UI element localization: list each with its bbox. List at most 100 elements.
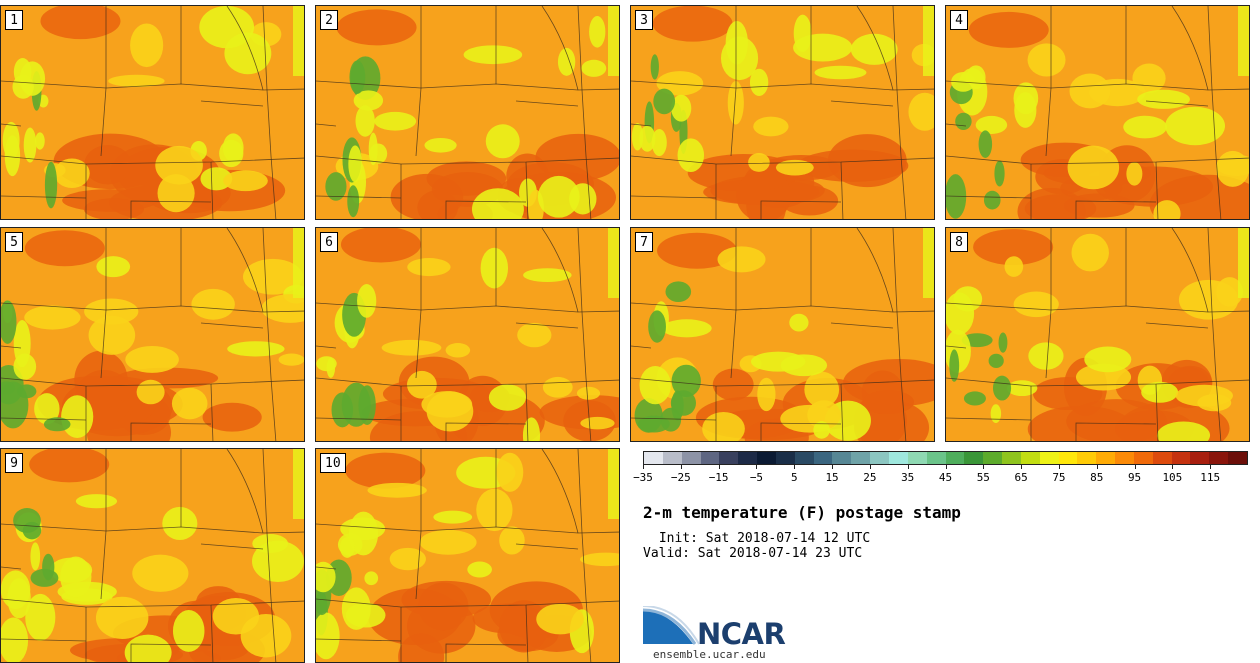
member-panel-6: 6: [315, 227, 620, 442]
colorbar-segment: [964, 452, 984, 464]
ncar-logo-icon: [643, 606, 700, 645]
colorbar-tick: [680, 465, 682, 469]
colorbar-segment: [794, 452, 814, 464]
colorbar-tick: [1021, 465, 1023, 469]
colorbar-segment: [1020, 452, 1040, 464]
temperature-map-1: [1, 6, 304, 219]
colorbar-segment: [851, 452, 871, 464]
colorbar-tick-label: 15: [825, 471, 839, 484]
ncar-wordmark: NCAR: [697, 617, 786, 651]
colorbar-segment: [832, 452, 852, 464]
member-label-1: 1: [5, 10, 23, 30]
init-time: Init: Sat 2018-07-14 12 UTC: [651, 531, 871, 546]
member-label-3: 3: [635, 10, 653, 30]
colorbar-tick: [718, 465, 720, 469]
colorbar-tick: [794, 465, 796, 469]
temperature-map-5: [1, 228, 304, 441]
member-panel-5: 5: [0, 227, 305, 442]
colorbar-tick-label: 55: [976, 471, 990, 484]
colorbar-segment: [700, 452, 720, 464]
colorbar-segment: [775, 452, 795, 464]
temperature-map-8: [946, 228, 1249, 441]
member-panel-3: 3: [630, 5, 935, 220]
member-panel-8: 8: [945, 227, 1250, 442]
colorbar-tick-label: −5: [749, 471, 764, 484]
member-panel-7: 7: [630, 227, 935, 442]
colorbar-tick: [1134, 465, 1136, 469]
colorbar-segment: [888, 452, 908, 464]
site-url: ensemble.ucar.edu: [653, 648, 766, 661]
member-panel-4: 4: [945, 5, 1250, 220]
member-panel-9: 9: [0, 448, 305, 663]
colorbar-segment: [1077, 452, 1097, 464]
temperature-colorbar: [643, 451, 1248, 465]
colorbar-segment: [1058, 452, 1078, 464]
colorbar-segment: [1039, 452, 1059, 464]
colorbar-segment: [1115, 452, 1134, 464]
colorbar-segment: [644, 452, 663, 464]
colorbar-tick: [907, 465, 909, 469]
member-label-4: 4: [950, 10, 968, 30]
colorbar-tick-label: 35: [901, 471, 915, 484]
colorbar-tick-label: −35: [633, 471, 653, 484]
member-panel-2: 2: [315, 5, 620, 220]
colorbar-segment: [662, 452, 682, 464]
colorbar-tick: [1058, 465, 1060, 469]
colorbar-tick-label: −25: [670, 471, 691, 484]
member-label-2: 2: [320, 10, 338, 30]
colorbar-segment: [926, 452, 946, 464]
colorbar-tick-label: −15: [708, 471, 729, 484]
colorbar-tick-label: 65: [1014, 471, 1028, 484]
temperature-map-9: [1, 449, 304, 662]
colorbar-tick: [983, 465, 985, 469]
colorbar-segment: [1002, 452, 1021, 464]
valid-time: Valid: Sat 2018-07-14 23 UTC: [643, 546, 863, 561]
colorbar-tick: [643, 465, 644, 469]
colorbar-tick: [756, 465, 758, 469]
colorbar-segment: [1209, 452, 1229, 464]
temperature-map-3: [631, 6, 934, 219]
colorbar-tick-label: 95: [1127, 471, 1142, 484]
colorbar-tick-label: 115: [1200, 471, 1221, 484]
colorbar-segment: [983, 452, 1003, 464]
colorbar-segment: [738, 452, 758, 464]
colorbar-tick-labels: −35 −25 −15 −5 5 15 25 35 45 55 65 75 85 95 105 115: [633, 465, 1248, 485]
colorbar-tick: [1096, 465, 1098, 469]
colorbar-tick-label: 85: [1090, 471, 1104, 484]
member-panel-1: 1: [0, 5, 305, 220]
member-label-5: 5: [5, 232, 23, 252]
colorbar-segment: [1096, 452, 1116, 464]
colorbar-tick-label: 45: [938, 471, 953, 484]
temperature-map-6: [316, 228, 619, 441]
member-label-9: 9: [5, 453, 23, 473]
member-label-10: 10: [320, 453, 346, 473]
colorbar-segment: [1133, 452, 1153, 464]
colorbar-segment: [907, 452, 927, 464]
temperature-map-4: [946, 6, 1249, 219]
colorbar-segment: [1171, 452, 1191, 464]
colorbar-tick: [869, 465, 871, 469]
colorbar-tick-label: 5: [790, 471, 798, 484]
colorbar-tick-label: 105: [1162, 471, 1183, 484]
colorbar-segment: [681, 452, 701, 464]
colorbar-segment: [945, 452, 965, 464]
colorbar-segment: [1228, 452, 1247, 464]
member-label-7: 7: [635, 232, 653, 252]
colorbar-tick: [945, 465, 947, 469]
colorbar-segment: [719, 452, 739, 464]
colorbar-tick: [832, 465, 834, 469]
member-label-8: 8: [950, 232, 968, 252]
member-panel-10: 10: [315, 448, 620, 663]
colorbar-segment: [1190, 452, 1210, 464]
temperature-map-10: [316, 449, 619, 662]
temperature-map-7: [631, 228, 934, 441]
colorbar-tick: [1172, 465, 1174, 469]
colorbar-tick-label: 75: [1052, 471, 1066, 484]
colorbar-tick-label: 25: [863, 471, 877, 484]
colorbar-segment: [813, 452, 833, 464]
colorbar-segment: [1152, 452, 1172, 464]
colorbar-segment: [757, 452, 776, 464]
member-label-6: 6: [320, 232, 338, 252]
chart-title: 2-m temperature (F) postage stamp: [643, 503, 961, 522]
colorbar-tick: [1210, 465, 1212, 469]
